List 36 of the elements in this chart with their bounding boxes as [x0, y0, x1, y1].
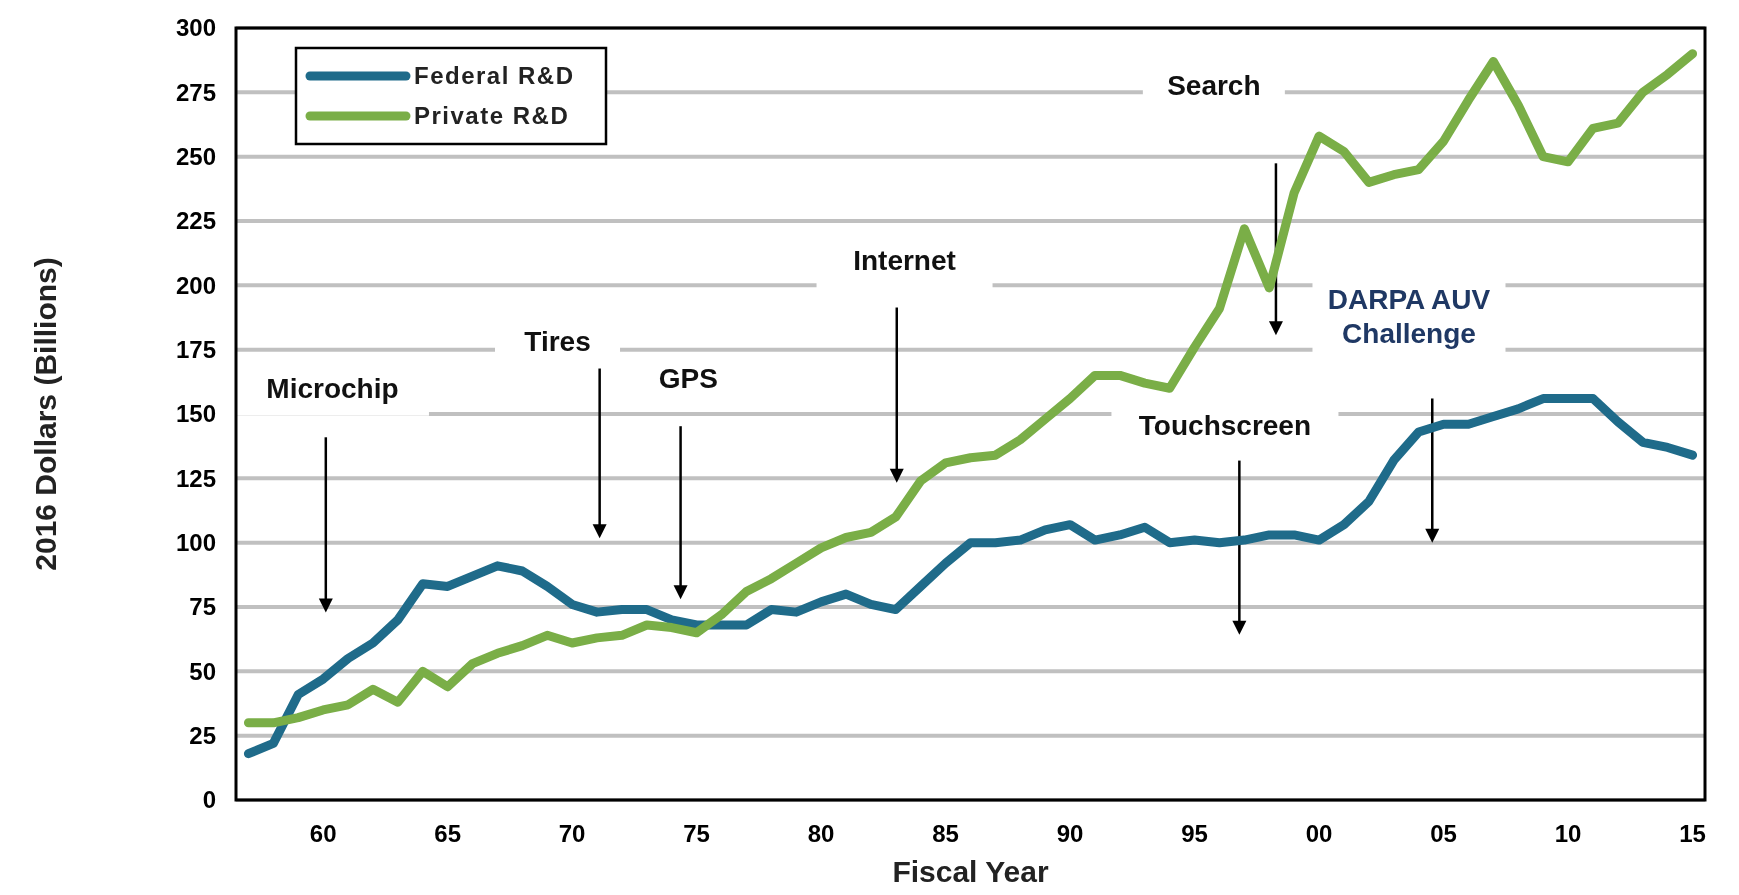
annotation: GPS	[658, 362, 718, 394]
y-tick-label: 150	[175, 400, 216, 428]
y-tick-label: 200	[175, 271, 216, 299]
x-tick-label: 15	[1679, 820, 1706, 847]
annotation: DARPA AUV Challenge	[1327, 283, 1491, 349]
x-tick-label: 60	[309, 820, 337, 847]
x-tick-label: 00	[1305, 820, 1333, 847]
x-tick-label: 80	[807, 820, 835, 847]
y-tick-label: 50	[189, 657, 216, 685]
y-tick-label: 300	[175, 14, 216, 42]
annotation: Tires	[524, 326, 591, 358]
y-tick-label: 175	[175, 336, 216, 364]
annotation: Touchscreen	[1138, 410, 1312, 442]
legend-label: Private R&D	[414, 102, 570, 130]
x-tick-label: 90	[1056, 820, 1084, 847]
y-tick-label: 100	[175, 529, 216, 557]
x-tick-label: 95	[1181, 820, 1208, 847]
y-tick-label: 250	[175, 143, 216, 171]
x-tick-label: 75	[683, 820, 710, 847]
y-axis-title: 2016 Dollars (Billions)	[29, 257, 62, 571]
y-tick-label: 225	[175, 207, 216, 235]
annotation: Search	[1167, 69, 1261, 101]
y-tick-label: 75	[189, 593, 216, 621]
x-tick-label: 10	[1554, 820, 1582, 847]
y-tick-label: 25	[189, 722, 216, 750]
y-tick-label: 125	[175, 464, 216, 492]
x-tick-label: 65	[434, 820, 461, 847]
x-axis-title: Fiscal Year	[892, 855, 1049, 888]
x-tick-label: 05	[1430, 820, 1457, 847]
y-tick-label: 275	[175, 78, 216, 106]
annotation: Microchip	[266, 372, 399, 404]
legend-label: Federal R&D	[414, 62, 575, 90]
y-tick-label: 0	[202, 786, 216, 814]
x-tick-label: 70	[558, 820, 586, 847]
annotation: Internet	[853, 245, 956, 277]
x-tick-label: 85	[932, 820, 959, 847]
